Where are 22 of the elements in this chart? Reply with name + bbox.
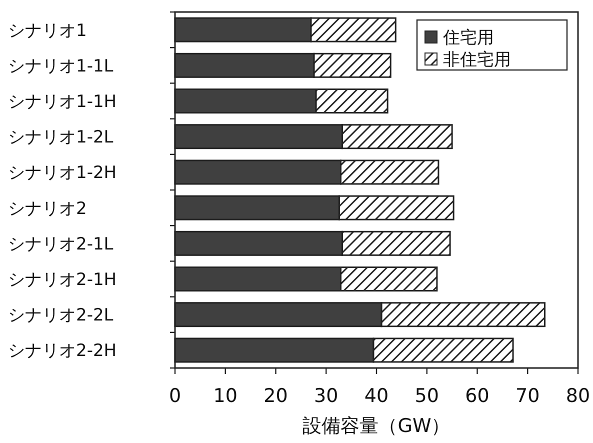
- x-tick-label: 30: [314, 385, 338, 407]
- y-tick-label: シナリオ2: [8, 198, 87, 219]
- x-tick-label: 80: [566, 385, 590, 407]
- y-tick-label: シナリオ2-1H: [8, 270, 117, 290]
- x-axis-title: 設備容量（GW）: [302, 415, 450, 437]
- y-tick-label: シナリオ1-2L: [8, 128, 114, 148]
- x-tick-label: 70: [516, 385, 540, 407]
- legend-label: 非住宅用: [443, 50, 511, 70]
- y-tick-label: シナリオ1-1L: [8, 56, 114, 76]
- x-tick-label: 50: [414, 385, 439, 407]
- y-tick-label: シナリオ1: [8, 20, 87, 41]
- x-tick-label: 20: [264, 385, 288, 407]
- y-tick-label: シナリオ2-2H: [8, 341, 117, 362]
- x-tick-label: 40: [364, 385, 389, 407]
- x-tick-label: 10: [213, 385, 238, 407]
- legend-label: 住宅用: [442, 28, 494, 48]
- x-tick-label: 60: [465, 385, 490, 407]
- y-tick-label: シナリオ2-2L: [8, 306, 114, 326]
- y-tick-label: シナリオ1-2H: [8, 163, 117, 184]
- x-tick-label: 0: [168, 385, 182, 407]
- y-tick-label: シナリオ1-1H: [8, 92, 117, 112]
- y-tick-label: シナリオ2-1L: [8, 234, 114, 254]
